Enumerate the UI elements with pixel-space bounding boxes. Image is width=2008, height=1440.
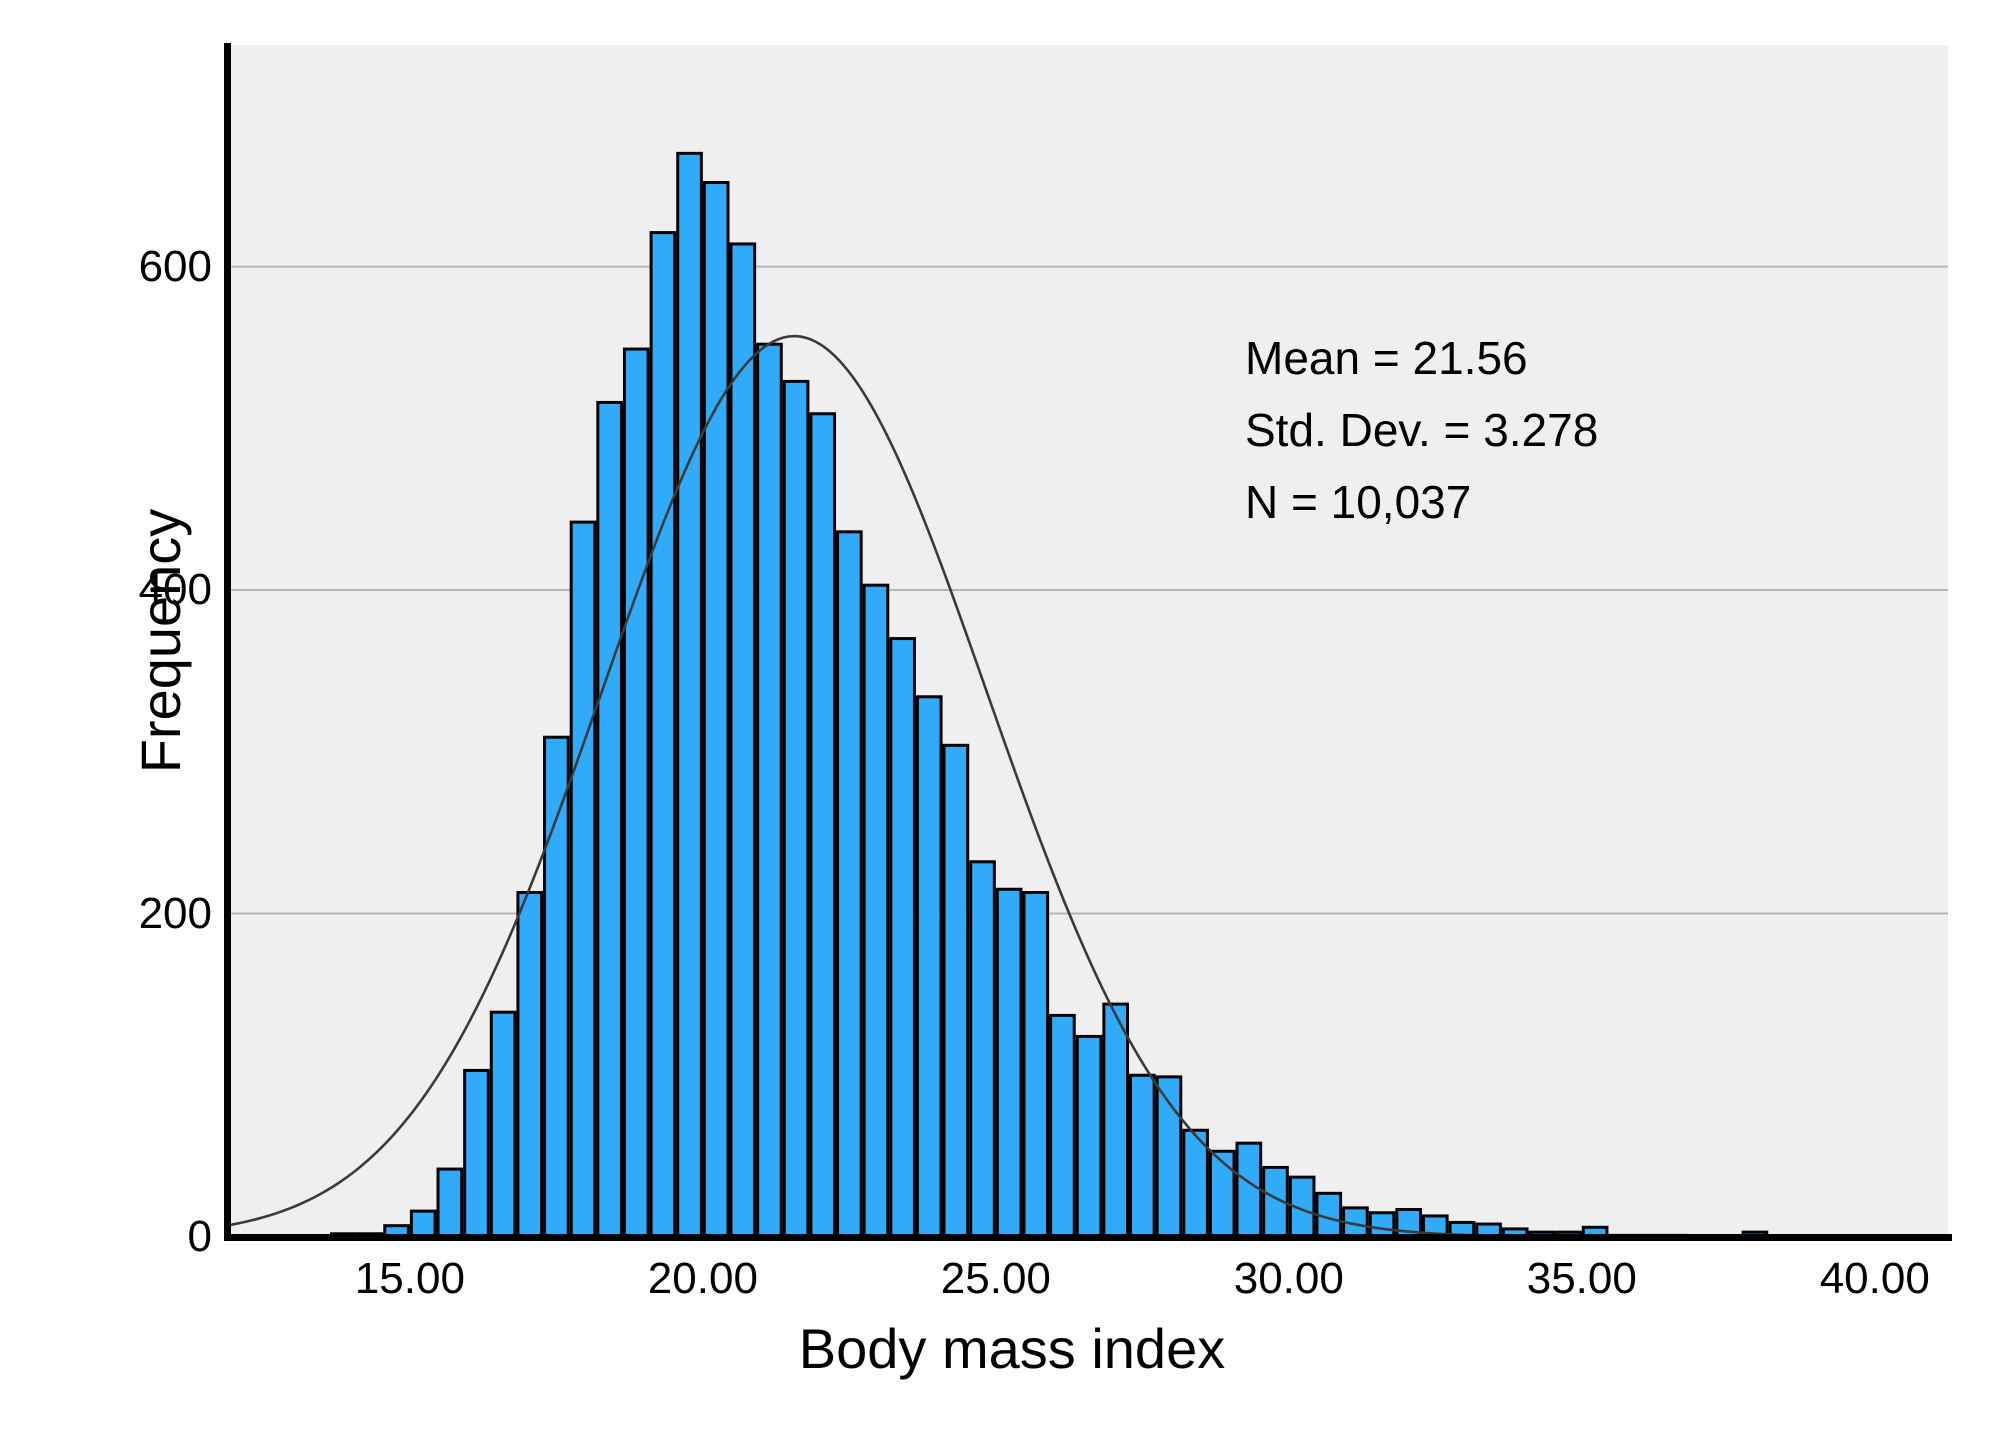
histogram-bar <box>596 400 623 1237</box>
histogram-bar <box>489 1010 517 1237</box>
histogram-bar <box>729 242 757 1237</box>
histogram-bar <box>1208 1149 1236 1237</box>
histogram-bar <box>1075 1034 1103 1237</box>
y-tick-label: 200 <box>138 888 212 938</box>
x-tick-label: 35.00 <box>1526 1254 1637 1303</box>
histogram-bar <box>516 891 544 1237</box>
histogram-bar <box>809 412 837 1237</box>
stat-mean: Mean = 21.56 <box>1245 332 1528 384</box>
stat-n: N = 10,037 <box>1245 476 1472 528</box>
histogram-bar <box>1501 1227 1529 1237</box>
y-axis-line <box>224 43 231 1241</box>
y-axis-title: Frequency <box>128 508 192 774</box>
histogram-bar <box>915 695 943 1237</box>
histogram-bar <box>1102 1002 1130 1237</box>
stats-annotation: Mean = 21.56 Std. Dev. = 3.278 N = 10,03… <box>1245 322 1598 538</box>
x-axis-title: Body mass index <box>798 1317 1226 1380</box>
histogram-bar <box>889 637 916 1237</box>
histogram-bar <box>543 735 570 1237</box>
histogram-bar <box>862 583 890 1237</box>
histogram-bar <box>1129 1073 1156 1237</box>
plot-area <box>230 45 1948 1237</box>
x-tick-label: 40.00 <box>1819 1254 1930 1303</box>
histogram-bar <box>756 342 783 1237</box>
x-tick-label: 30.00 <box>1233 1254 1344 1303</box>
histogram-bar <box>1581 1225 1609 1237</box>
histogram-bar <box>676 151 703 1237</box>
x-tick-label: 15.00 <box>354 1254 465 1303</box>
histogram-bar <box>836 530 863 1237</box>
histogram-bar <box>1235 1141 1263 1237</box>
x-axis-line <box>224 1234 1952 1241</box>
histogram-bar <box>782 379 810 1237</box>
histogram-bar <box>383 1224 410 1237</box>
histogram-bar <box>1475 1222 1502 1237</box>
x-tick-label: 20.00 <box>647 1254 758 1303</box>
histogram-bar <box>969 860 996 1237</box>
histogram-bar <box>942 743 970 1237</box>
y-tick-label: 400 <box>138 565 212 615</box>
histogram-bar <box>1288 1175 1316 1237</box>
histogram-bar <box>649 231 677 1237</box>
y-tick-label: 0 <box>187 1212 212 1261</box>
histogram-bar <box>995 887 1023 1237</box>
x-tick-label: 25.00 <box>940 1254 1051 1303</box>
histogram-bar <box>1155 1075 1183 1237</box>
histogram-bar <box>1182 1128 1209 1237</box>
histogram-bar <box>622 347 650 1237</box>
y-tick-label: 600 <box>138 241 212 291</box>
chart-svg <box>230 151 1948 1237</box>
histogram-bar <box>702 180 730 1237</box>
histogram-bar <box>1049 1013 1076 1237</box>
histogram-bar <box>1022 891 1050 1237</box>
histogram-bar <box>463 1068 490 1237</box>
histogram-bar <box>569 520 597 1237</box>
stat-std-dev: Std. Dev. = 3.278 <box>1245 404 1599 456</box>
histogram-bar <box>436 1167 464 1237</box>
